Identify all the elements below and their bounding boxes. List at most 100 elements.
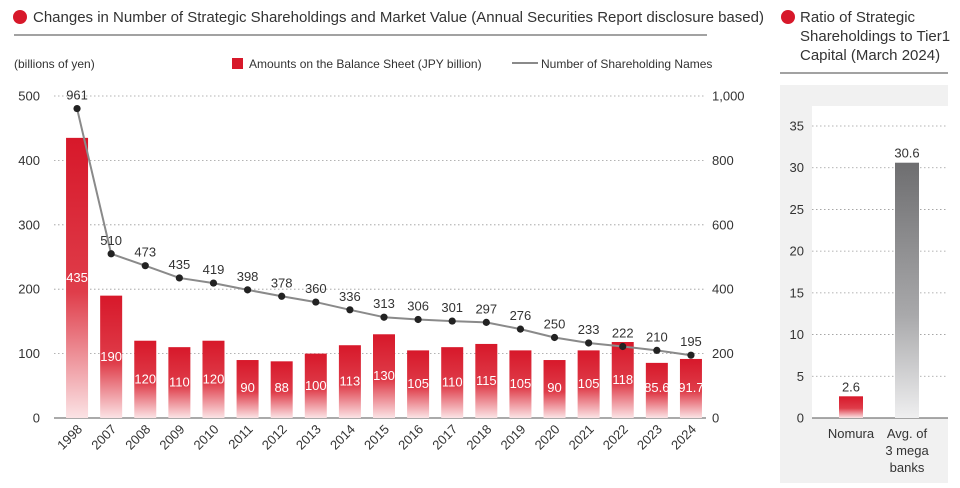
right-tick-label: 600 (712, 217, 734, 232)
right-tick-label: 0 (712, 411, 719, 426)
bar-data-label: 110 (442, 375, 463, 390)
line-data-label: 360 (305, 281, 327, 296)
line-data-label: 210 (646, 329, 668, 344)
category-label: 2020 (532, 422, 563, 453)
side-tick-label: 10 (790, 327, 804, 342)
category-label: 2012 (259, 422, 290, 453)
line-data-label: 222 (612, 326, 634, 341)
bar (304, 353, 327, 418)
side-gridlines (812, 125, 948, 419)
bar (441, 347, 464, 418)
line-data-label: 419 (203, 262, 225, 277)
bar-data-label: 90 (547, 380, 561, 395)
side-category-label: Nomura (828, 426, 875, 441)
side-tick-label: 0 (797, 411, 804, 426)
side-tick-label: 5 (797, 369, 804, 384)
left-axis-unit: (billions of yen) (14, 57, 95, 71)
bar (236, 360, 259, 418)
category-label: 2010 (191, 422, 222, 453)
category-label: 2016 (395, 422, 426, 453)
line-point (175, 274, 183, 282)
category-label: 2022 (600, 422, 631, 453)
line-data-label: 250 (544, 317, 566, 332)
main-left-ticks: 0 100 200 300 400 500 (18, 89, 40, 426)
bar-data-label: 105 (407, 376, 429, 391)
legend-bar-swatch (232, 58, 243, 69)
category-label: 2009 (156, 422, 187, 453)
line-data-label: 510 (100, 233, 122, 248)
bar (373, 334, 395, 418)
bar-data-label: 118 (612, 372, 633, 387)
line-data-label: 313 (373, 296, 395, 311)
category-label: 1998 (54, 422, 85, 453)
category-label: 2017 (429, 422, 460, 453)
right-tick-label: 200 (712, 346, 734, 361)
bar (134, 340, 157, 418)
main-bars: 435 190 120 110 120 90 88 100 113 130 105 110 115 105… (66, 137, 704, 419)
category-label: 2019 (497, 422, 528, 453)
line-data-label: 435 (169, 257, 191, 272)
bar (475, 343, 498, 418)
line-data-label: 276 (510, 308, 532, 323)
bar (270, 361, 293, 418)
side-tick-label: 20 (790, 244, 804, 259)
category-label: 2014 (327, 422, 358, 453)
line-point (516, 325, 525, 333)
left-tick-label: 300 (18, 217, 40, 232)
side-bar-data-label: 30.6 (894, 146, 919, 161)
category-label: 2015 (361, 422, 392, 453)
side-bars: 2.6 30.6 (839, 146, 920, 418)
bar-data-label: 435 (66, 270, 88, 285)
bar-data-label: 190 (100, 349, 122, 364)
side-tick-label: 30 (790, 160, 804, 175)
side-title-line-2: Shareholdings to Tier1 (800, 28, 950, 45)
main-right-ticks: 0 200 400 600 800 1,000 (712, 89, 745, 426)
category-label: 2024 (668, 422, 699, 453)
line-data-label: 473 (134, 245, 156, 260)
line-point (380, 313, 388, 321)
line-point (312, 298, 320, 306)
bar-data-label: 105 (578, 376, 600, 391)
line-data-label: 398 (237, 269, 259, 284)
line-point (653, 346, 661, 354)
left-tick-label: 100 (18, 346, 40, 361)
side-title-line-3: Capital (March 2024) (800, 47, 940, 64)
line-data-label: 297 (475, 301, 497, 316)
line-data-label: 306 (407, 298, 429, 313)
side-title-bullet-icon (781, 10, 795, 24)
bar (577, 350, 600, 418)
bar (338, 345, 361, 418)
left-tick-label: 0 (33, 411, 40, 426)
line-point (550, 333, 559, 342)
bar (509, 350, 532, 418)
line-point (141, 262, 149, 270)
side-title-line-1: Ratio of Strategic (800, 9, 916, 26)
bar (407, 350, 430, 418)
side-y-ticks: 0 5 10 15 20 25 30 35 (790, 119, 804, 426)
left-tick-label: 200 (18, 282, 40, 297)
side-tick-label: 35 (790, 119, 804, 134)
side-category-label: banks (890, 460, 925, 475)
category-label: 2008 (122, 422, 153, 453)
category-label: 2021 (566, 422, 597, 453)
bar (543, 360, 566, 418)
line-point (619, 342, 627, 351)
line-data-label: 336 (339, 289, 361, 304)
line-data-label: 378 (271, 275, 293, 290)
right-tick-label: 1,000 (712, 89, 745, 104)
main-category-labels: 1998 2007 2008 2009 2010 2011 2012 2013 2014 2015… (54, 422, 699, 453)
line-data-label: 301 (441, 300, 463, 315)
line-data-label: 961 (66, 88, 88, 103)
legend-bar-label: Amounts on the Balance Sheet (JPY billio… (249, 57, 482, 71)
bar (66, 137, 89, 419)
main-chart-title: Changes in Number of Strategic Sharehold… (33, 9, 764, 26)
line-data-label: 195 (680, 334, 702, 349)
main-line-series: 961 510 473 435 419 398 378 360 336 313 306 301 297 2… (66, 88, 702, 359)
bar (202, 340, 225, 418)
line-point (414, 315, 422, 324)
line-point (278, 292, 286, 300)
line-data-label: 233 (578, 322, 600, 337)
line-point (482, 318, 490, 326)
bar-data-label: 91.7 (678, 380, 703, 395)
